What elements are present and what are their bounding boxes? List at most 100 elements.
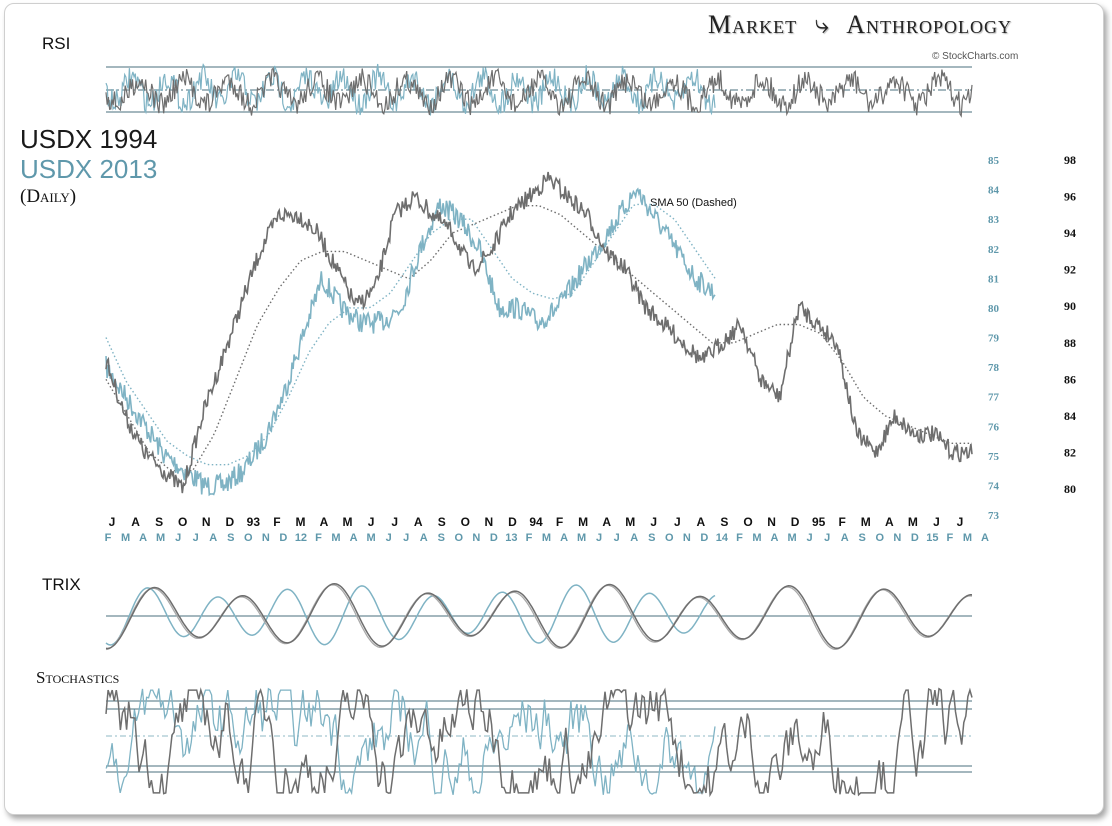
left-axis-tick: 76 [988, 421, 1000, 433]
right-axis-tick: 98 [1064, 153, 1076, 167]
month-tick-1994: F [556, 515, 563, 529]
month-tick-2013: J [596, 532, 602, 544]
month-tick-1994: F [273, 515, 280, 529]
month-tick-1994: N [202, 515, 211, 529]
month-tick-2013: F [105, 532, 112, 544]
month-tick-1994: F [839, 515, 846, 529]
month-tick-2013: O [244, 532, 253, 544]
brand-title: Market ⤷ Anthropology [708, 10, 1012, 41]
left-axis-tick: 73 [988, 510, 1000, 522]
month-tick-2013: F [526, 532, 533, 544]
month-tick-2013: J [403, 532, 409, 544]
stochastics-label: Stochastics [36, 668, 120, 687]
month-tick-1994: J [957, 515, 964, 529]
right-axis-tick: 92 [1064, 263, 1076, 277]
month-tick-2013: O [875, 532, 884, 544]
month-tick-1994: D [508, 515, 517, 529]
stoch-2013-line [105, 687, 716, 796]
month-tick-1994: A [131, 515, 140, 529]
month-tick-2013: N [262, 532, 270, 544]
stoch-1994-line [105, 687, 973, 798]
month-tick-1994: S [155, 515, 163, 529]
month-tick-2013: J [807, 532, 813, 544]
right-axis-tick: 82 [1064, 445, 1076, 459]
month-tick-2013: 12 [295, 532, 307, 544]
month-tick-2013: D [911, 532, 919, 544]
month-tick-1994: M [343, 515, 353, 529]
right-axis-tick: 96 [1064, 190, 1076, 204]
month-tick-1994: M [861, 515, 871, 529]
month-tick-1994: M [625, 515, 635, 529]
month-tick-1994: A [320, 515, 329, 529]
month-tick-2013: A [420, 532, 428, 544]
month-tick-2013: F [736, 532, 743, 544]
month-tick-1994: N [485, 515, 494, 529]
month-tick-1994: S [720, 515, 728, 529]
month-tick-2013: F [315, 532, 322, 544]
title-2013: USDX 2013 [20, 154, 158, 184]
month-tick-1994: S [438, 515, 446, 529]
left-axis-tick: 77 [988, 392, 1000, 404]
month-tick-1994: J [674, 515, 681, 529]
month-tick-2013: S [227, 532, 234, 544]
month-tick-2013: F [947, 532, 954, 544]
month-tick-2013: J [193, 532, 199, 544]
month-tick-2013: M [577, 532, 586, 544]
month-tick-2013: A [139, 532, 147, 544]
left-axis-tick: 81 [988, 273, 999, 285]
month-tick-2013: A [630, 532, 638, 544]
month-tick-2013: A [981, 532, 989, 544]
left-axis-tick: 74 [988, 480, 1000, 492]
month-tick-2013: A [841, 532, 849, 544]
month-tick-1994: D [225, 515, 234, 529]
month-tick-1994: A [885, 515, 894, 529]
trix-2013-line [105, 584, 716, 646]
month-tick-2013: M [963, 532, 972, 544]
left-axis-tick: 85 [988, 155, 1000, 167]
month-tick-2013: A [209, 532, 217, 544]
left-axis-tick: 78 [988, 362, 1000, 374]
month-tick-2013: M [542, 532, 551, 544]
month-tick-1994: J [109, 515, 116, 529]
month-tick-2013: A [350, 532, 358, 544]
month-tick-2013: N [893, 532, 901, 544]
month-tick-1994: J [650, 515, 657, 529]
trix-label: TRIX [42, 575, 81, 594]
month-tick-2013: A [771, 532, 779, 544]
month-tick-1994: 94 [529, 515, 543, 529]
chart-credit: © StockCharts.com [932, 51, 1019, 62]
trix-1994-line [105, 582, 973, 650]
left-axis-tick: 83 [988, 214, 1000, 226]
rsi-2013-line [105, 63, 716, 116]
left-axis-tick: 84 [988, 185, 1000, 197]
left-axis-tick: 80 [988, 303, 1000, 315]
month-tick-2013: D [490, 532, 498, 544]
month-tick-2013: M [752, 532, 761, 544]
month-tick-1994: O [178, 515, 187, 529]
usdx-2013-line [105, 187, 716, 497]
month-tick-2013: O [455, 532, 464, 544]
right-axis-tick: 84 [1064, 409, 1076, 423]
month-tick-2013: J [824, 532, 830, 544]
month-tick-1994: O [743, 515, 752, 529]
month-tick-1994: M [578, 515, 588, 529]
month-tick-2013: J [614, 532, 620, 544]
month-tick-2013: M [367, 532, 376, 544]
month-tick-1994: O [461, 515, 470, 529]
month-tick-2013: D [279, 532, 287, 544]
month-tick-2013: M [331, 532, 340, 544]
period-label: (Daily) [20, 186, 77, 207]
month-tick-2013: N [472, 532, 480, 544]
month-tick-1994: A [414, 515, 423, 529]
month-tick-2013: M [156, 532, 165, 544]
left-axis-tick: 75 [988, 451, 1000, 463]
right-axis-tick: 80 [1064, 482, 1076, 496]
month-tick-1994: D [791, 515, 800, 529]
month-tick-2013: 13 [505, 532, 517, 544]
brand-left: Market [708, 10, 798, 39]
trix-1994-signal [105, 584, 973, 651]
left-axis-tick: 82 [988, 244, 1000, 256]
month-tick-2013: A [560, 532, 568, 544]
right-axis-tick: 94 [1064, 226, 1076, 240]
right-axis-tick: 88 [1064, 336, 1076, 350]
